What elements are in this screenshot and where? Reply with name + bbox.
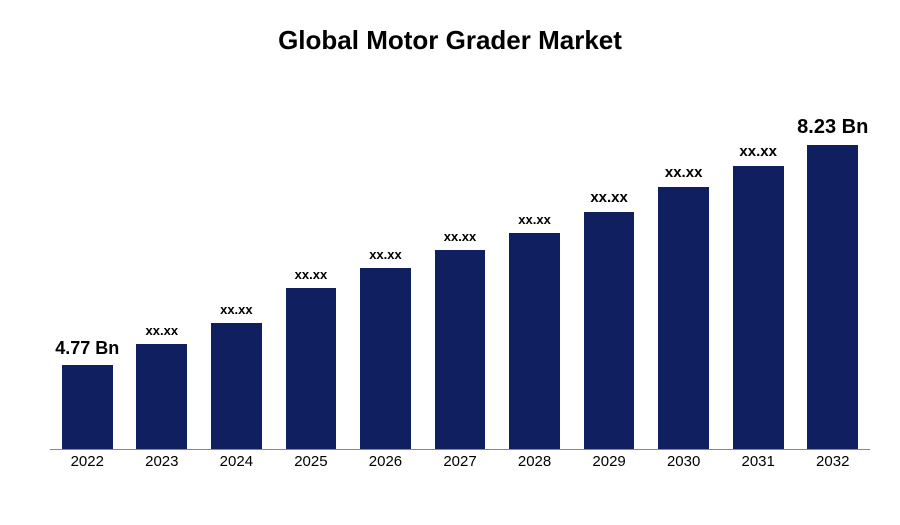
bar-value-label: xx.xx — [590, 189, 628, 206]
bar-value-label: xx.xx — [220, 302, 253, 317]
x-axis-label: 2031 — [721, 453, 796, 475]
x-axis-label: 2028 — [497, 453, 572, 475]
bar-value-label: xx.xx — [369, 247, 402, 262]
bar — [584, 212, 635, 449]
bar — [211, 323, 262, 449]
x-axis-label: 2026 — [348, 453, 423, 475]
x-axis-label: 2027 — [423, 453, 498, 475]
x-axis-label: 2022 — [50, 453, 125, 475]
x-axis-labels: 2022202320242025202620272028202920302031… — [50, 453, 870, 475]
bar-value-label: xx.xx — [146, 323, 179, 338]
bar-group: 4.77 Bn — [50, 100, 125, 449]
bar — [62, 365, 113, 449]
bar-value-label: xx.xx — [295, 267, 328, 282]
x-axis-label: 2023 — [125, 453, 200, 475]
bar-group: xx.xx — [721, 100, 796, 449]
bar-group: xx.xx — [572, 100, 647, 449]
bar-group: xx.xx — [274, 100, 349, 449]
bar — [807, 145, 858, 449]
bar-group: 8.23 Bn — [795, 100, 870, 449]
bar-group: xx.xx — [646, 100, 721, 449]
bar-value-label: 4.77 Bn — [55, 338, 119, 359]
bars-container: 4.77 Bn xx.xx xx.xx xx.xx xx.xx xx.xx xx.xx xx.… — [50, 100, 870, 450]
chart-title: Global Motor Grader Market — [0, 25, 900, 56]
bar-value-label: xx.xx — [739, 143, 777, 160]
bar — [658, 187, 709, 449]
chart-area: 4.77 Bn xx.xx xx.xx xx.xx xx.xx xx.xx xx.xx xx.… — [50, 100, 870, 475]
bar — [733, 166, 784, 449]
bar-value-label: xx.xx — [665, 164, 703, 181]
bar — [509, 233, 560, 449]
bar — [360, 268, 411, 449]
bar — [286, 288, 337, 449]
x-axis-label: 2032 — [795, 453, 870, 475]
bar-group: xx.xx — [125, 100, 200, 449]
x-axis-label: 2025 — [274, 453, 349, 475]
bar-value-label: 8.23 Bn — [797, 116, 868, 139]
bar — [136, 344, 187, 449]
x-axis-label: 2029 — [572, 453, 647, 475]
x-axis-label: 2024 — [199, 453, 274, 475]
x-axis-label: 2030 — [646, 453, 721, 475]
bar-group: xx.xx — [497, 100, 572, 449]
bar-value-label: xx.xx — [518, 212, 551, 227]
bar-value-label: xx.xx — [444, 229, 477, 244]
bar-group: xx.xx — [348, 100, 423, 449]
bar — [435, 250, 486, 449]
bar-group: xx.xx — [199, 100, 274, 449]
bar-group: xx.xx — [423, 100, 498, 449]
